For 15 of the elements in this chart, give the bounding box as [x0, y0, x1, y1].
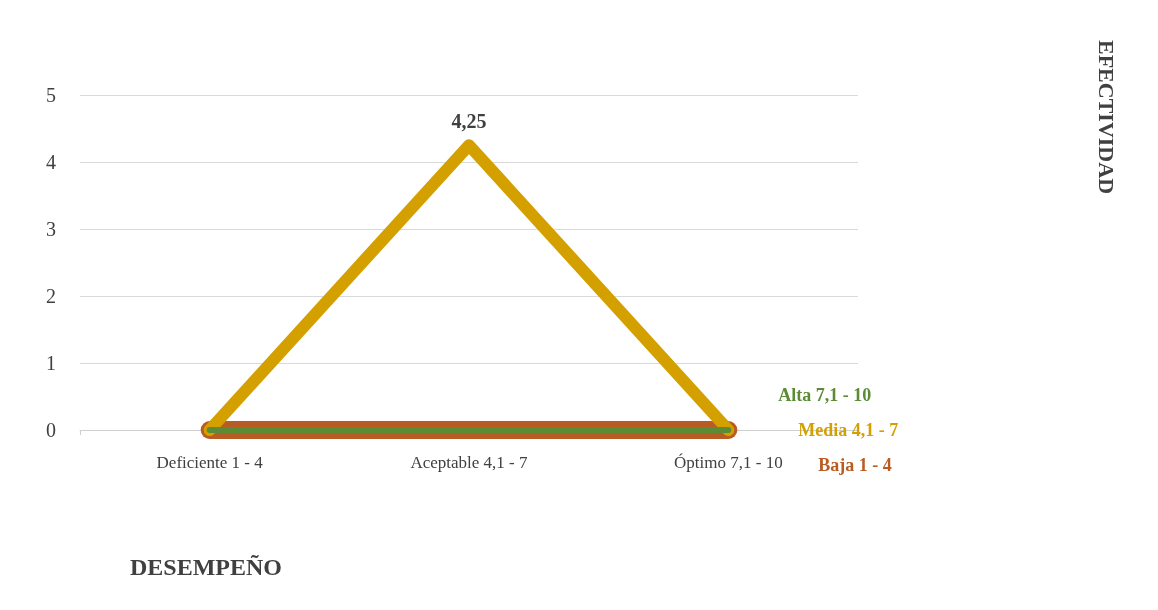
text: Baja 1 - 4 [818, 455, 892, 475]
text: Media 4,1 - 7 [798, 420, 899, 440]
x-tick-label: Deficiente 1 - 4 [156, 453, 264, 472]
y-tick-label: 4 [46, 151, 56, 173]
legend-title: EFECTIVIDAD [1093, 40, 1119, 195]
x-tick-label: Aceptable 4,1 - 7 [410, 453, 529, 472]
text: Alta 7,1 - 10 [778, 385, 872, 405]
x-tick-label: Óptimo 7,1 - 10 [674, 453, 783, 472]
y-tick-label: 2 [46, 285, 56, 307]
y-tick-label: 3 [46, 218, 56, 240]
x-axis-title: DESEMPEÑO [130, 554, 283, 580]
y-tick-label: 1 [46, 352, 56, 374]
data-label: 4,25 [451, 110, 487, 133]
y-tick-label: 5 [46, 84, 56, 106]
y-tick-label: 0 [46, 419, 56, 441]
